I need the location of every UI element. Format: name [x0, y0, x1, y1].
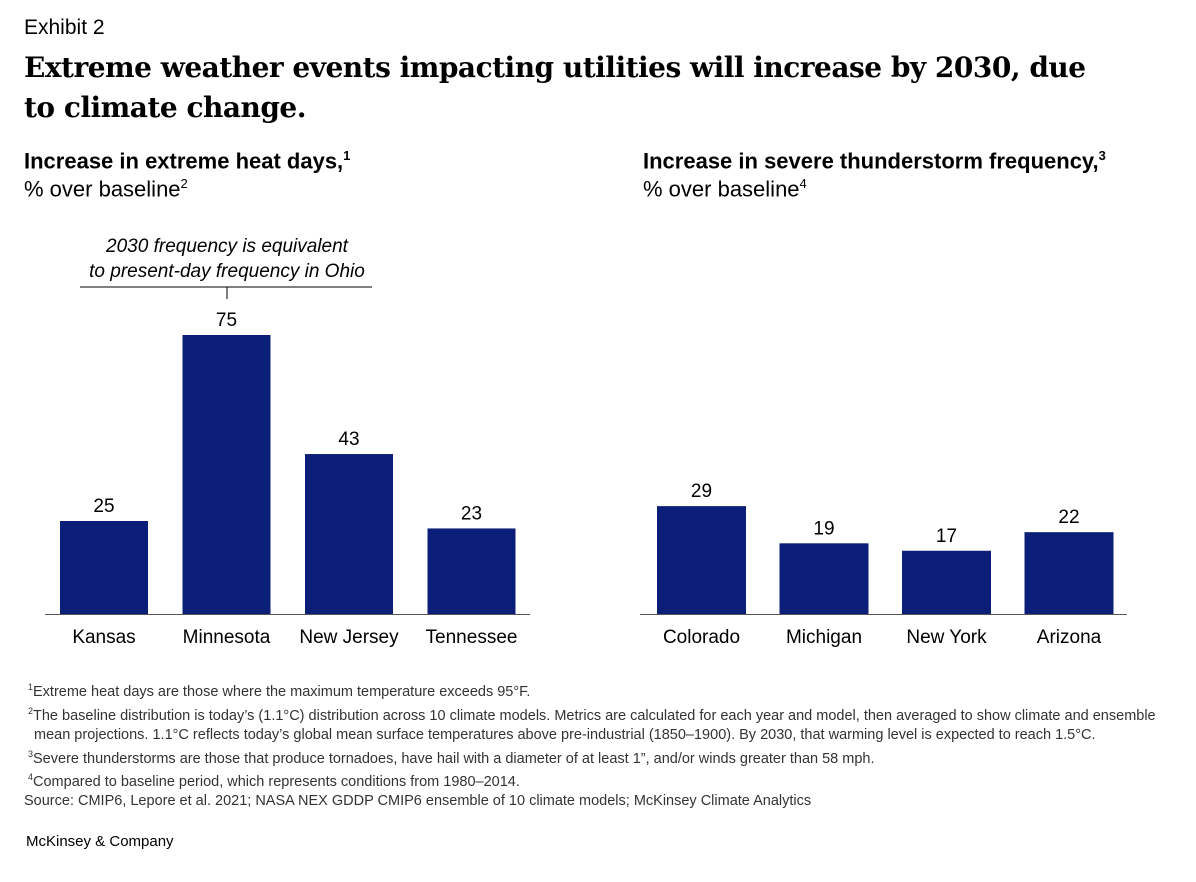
footnote-1: 1Extreme heat days are those where the m… — [28, 682, 531, 700]
data-label: 23 — [461, 503, 482, 524]
category-label: Minnesota — [183, 627, 271, 648]
right-chart-title: Increase in severe thunderstorm frequenc… — [643, 148, 1106, 174]
brand-logo: McKinsey & Company — [26, 833, 174, 850]
annotation-line-1: 2030 frequency is equivalent — [105, 236, 349, 257]
bar-michigan — [779, 543, 869, 614]
right-chart-subtitle: % over baseline4 — [643, 176, 807, 202]
data-label: 75 — [216, 310, 237, 331]
data-label: 22 — [1058, 507, 1079, 528]
data-label: 19 — [813, 518, 834, 539]
charts-canvas: 2030 frequency is equivalent to present-… — [45, 236, 1127, 648]
data-label: 43 — [338, 429, 359, 450]
annotation-line-2: to present-day frequency in Ohio — [89, 261, 365, 282]
left-chart-header: Increase in extreme heat days,1 % over b… — [24, 148, 350, 203]
bar-new-jersey — [305, 454, 393, 614]
heat-days-chart: 25 Kansas 75 Minnesota 43 New Jersey 23 Tenness… — [45, 310, 530, 648]
bar-arizona — [1024, 532, 1114, 614]
category-label: Arizona — [1037, 627, 1102, 648]
data-label: 25 — [93, 496, 114, 517]
bar-kansas — [60, 521, 148, 614]
category-label: Michigan — [786, 627, 862, 648]
right-chart-header: Increase in severe thunderstorm frequenc… — [643, 148, 1106, 203]
category-label: Kansas — [72, 627, 135, 648]
bar-colorado — [657, 506, 746, 614]
bar-tennessee — [427, 528, 516, 614]
exhibit-label: Exhibit 2 — [24, 16, 105, 39]
category-label: Colorado — [663, 627, 740, 648]
bar-minnesota — [182, 335, 271, 614]
data-label: 29 — [691, 481, 712, 502]
footnote-3: 3Severe thunderstorms are those that pro… — [28, 748, 875, 767]
footnote-2: 2The baseline distribution is today’s (1… — [28, 705, 1156, 743]
left-chart-subtitle: % over baseline2 — [24, 176, 188, 202]
left-chart-title: Increase in extreme heat days,1 — [24, 148, 351, 174]
source-note: Source: CMIP6, Lepore et al. 2021; NASA … — [24, 793, 812, 810]
thunderstorm-chart: 29 Colorado 19 Michigan 17 New York 22 Arizona — [640, 481, 1127, 648]
category-label: New Jersey — [299, 627, 399, 648]
category-label: Tennessee — [426, 627, 518, 648]
bar-new-york — [902, 550, 991, 614]
footnotes: 1Extreme heat days are those where the m… — [24, 678, 1174, 811]
data-label: 17 — [936, 526, 957, 547]
footnote-4: 4Compared to baseline period, which repr… — [28, 772, 520, 791]
category-label: New York — [906, 627, 987, 648]
exhibit-title: Extreme weather events impacting utiliti… — [24, 51, 1086, 124]
